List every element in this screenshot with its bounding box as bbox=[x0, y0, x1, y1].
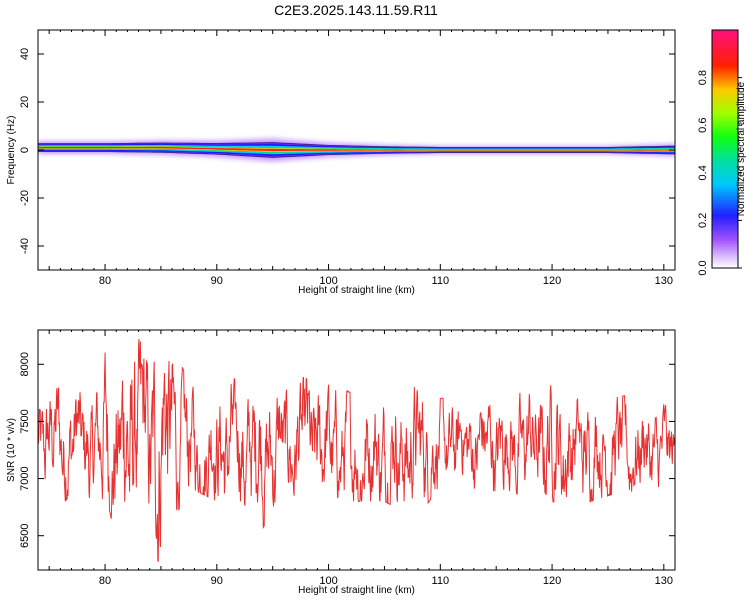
x-tick-label: 100 bbox=[319, 275, 337, 287]
x-tick-label: 110 bbox=[432, 575, 450, 587]
y-tick-label: -40 bbox=[19, 238, 31, 254]
colorbar-gradient bbox=[711, 29, 739, 269]
y-axis-label: Frequency (Hz) bbox=[6, 116, 17, 185]
x-axis-label: Height of straight line (km) bbox=[298, 285, 415, 296]
y-axis-label: SNR (10 * v/v) bbox=[6, 418, 17, 482]
x-tick-label: 110 bbox=[432, 275, 450, 287]
x-tick-label: 100 bbox=[319, 575, 337, 587]
colorbar-tick-label: 0.4 bbox=[697, 165, 709, 180]
x-tick-label: 80 bbox=[99, 275, 111, 287]
x-tick-label: 90 bbox=[211, 575, 223, 587]
colorbar: 0.0 0.2 0.4 0.6 0.8 Normalized spectral ampli… bbox=[697, 29, 747, 276]
x-tick-label: 130 bbox=[655, 275, 673, 287]
colorbar-tick-label: 0.6 bbox=[697, 118, 709, 133]
x-tick-label: 120 bbox=[543, 275, 561, 287]
x-tick-label: 80 bbox=[99, 575, 111, 587]
spectrogram-area bbox=[38, 136, 675, 164]
x-tick-label: 90 bbox=[211, 275, 223, 287]
plot-frame bbox=[37, 329, 676, 571]
x-axis-label: Height of straight line (km) bbox=[298, 585, 415, 596]
ridge-contour bbox=[38, 151, 675, 158]
y-tick-label: -20 bbox=[19, 190, 31, 206]
y-tick-label: 7500 bbox=[19, 409, 31, 433]
y-tick-label: 40 bbox=[19, 48, 31, 60]
y-tick-label: 0 bbox=[19, 147, 31, 153]
x-tick-label: 120 bbox=[543, 575, 561, 587]
colorbar-label: Normalized spectral amplitude bbox=[736, 81, 747, 216]
y-tick-label: 6500 bbox=[19, 523, 31, 547]
snr-area bbox=[38, 338, 675, 562]
chart-title: C2E3.2025.143.11.59.R11 bbox=[274, 2, 438, 18]
colorbar-tick-label: 0.2 bbox=[697, 213, 709, 228]
y-tick-label: 8000 bbox=[19, 352, 31, 376]
ridge-contour bbox=[38, 142, 675, 148]
y-tick-label: 20 bbox=[19, 96, 31, 108]
x-tick-label: 130 bbox=[655, 575, 673, 587]
snr-series-line bbox=[38, 338, 675, 562]
spectral-band bbox=[38, 146, 675, 152]
colorbar-tick-label: 0.0 bbox=[697, 260, 709, 275]
colorbar-tick-label: 0.8 bbox=[697, 70, 709, 85]
snr-panel: 80 90 100 110 120 130 Height of straight line … bbox=[6, 329, 676, 596]
y-tick-label: 7000 bbox=[19, 466, 31, 490]
spectrogram-panel: 80 90 100 110 120 130 Height of straight line … bbox=[6, 29, 676, 296]
